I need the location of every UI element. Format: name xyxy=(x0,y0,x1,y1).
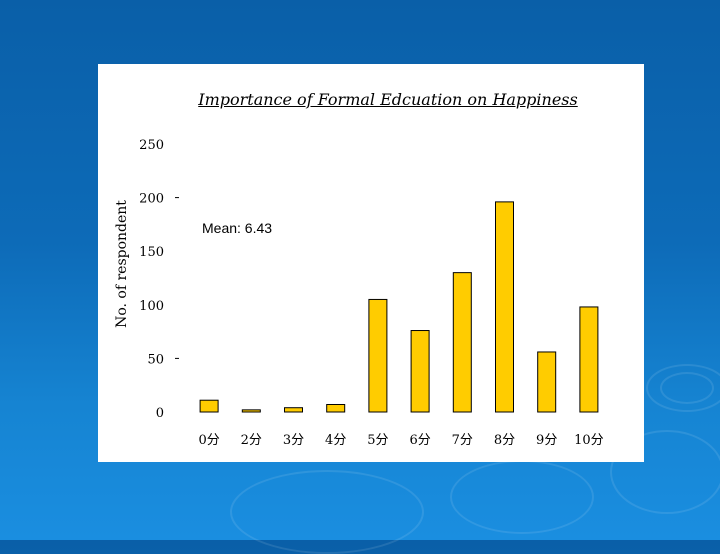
bar-4 xyxy=(368,298,388,413)
y-tick-label: 100 xyxy=(139,299,164,314)
y-tick-label: 250 xyxy=(139,138,164,153)
mean-annotation: Mean: 6.43 xyxy=(202,220,273,236)
x-tick-label: 3分 xyxy=(283,433,304,448)
bar-7 xyxy=(495,201,514,413)
bar-2 xyxy=(284,407,303,413)
ripple-decoration xyxy=(230,470,424,554)
y-tick-label: 150 xyxy=(139,245,164,260)
y-tick-label: 0 xyxy=(156,406,164,421)
bar-9 xyxy=(579,306,599,413)
x-tick-label: 7分 xyxy=(452,433,473,448)
ripple-decoration xyxy=(450,460,594,534)
x-tick-label: 0分 xyxy=(198,433,219,448)
x-tick-label: 2分 xyxy=(241,433,262,448)
bar-0 xyxy=(199,399,219,413)
bar-5 xyxy=(410,330,430,413)
y-axis-label: No. of respondent xyxy=(114,200,130,328)
x-tick-label: 9分 xyxy=(536,433,557,448)
ripple-decoration xyxy=(646,364,720,412)
bar-chart: 0 50 100 150 200 250 0分 2分 3分 4分 5分 6分 7分 8分 9分 10分 xyxy=(139,138,604,448)
chart-title: Importance of Formal Edcuation on Happin… xyxy=(198,90,578,109)
x-tick-label: 4分 xyxy=(325,433,346,448)
bar-3 xyxy=(326,403,346,413)
x-tick-label: 8分 xyxy=(494,433,515,448)
ripple-decoration xyxy=(610,430,720,514)
y-tick-label: 50 xyxy=(147,352,164,367)
chart-panel: 0 50 100 150 200 250 0分 2分 3分 4分 5分 6分 7分 8分 9分 10分 Imp… xyxy=(98,64,644,462)
x-tick-label: 5分 xyxy=(367,433,388,448)
y-tick-label: 200 xyxy=(139,192,164,207)
x-tick-label: 10分 xyxy=(574,433,604,448)
x-tick-label: 6分 xyxy=(409,433,430,448)
bar-8 xyxy=(537,351,557,413)
bar-6 xyxy=(452,272,472,413)
bar-1 xyxy=(241,409,261,413)
